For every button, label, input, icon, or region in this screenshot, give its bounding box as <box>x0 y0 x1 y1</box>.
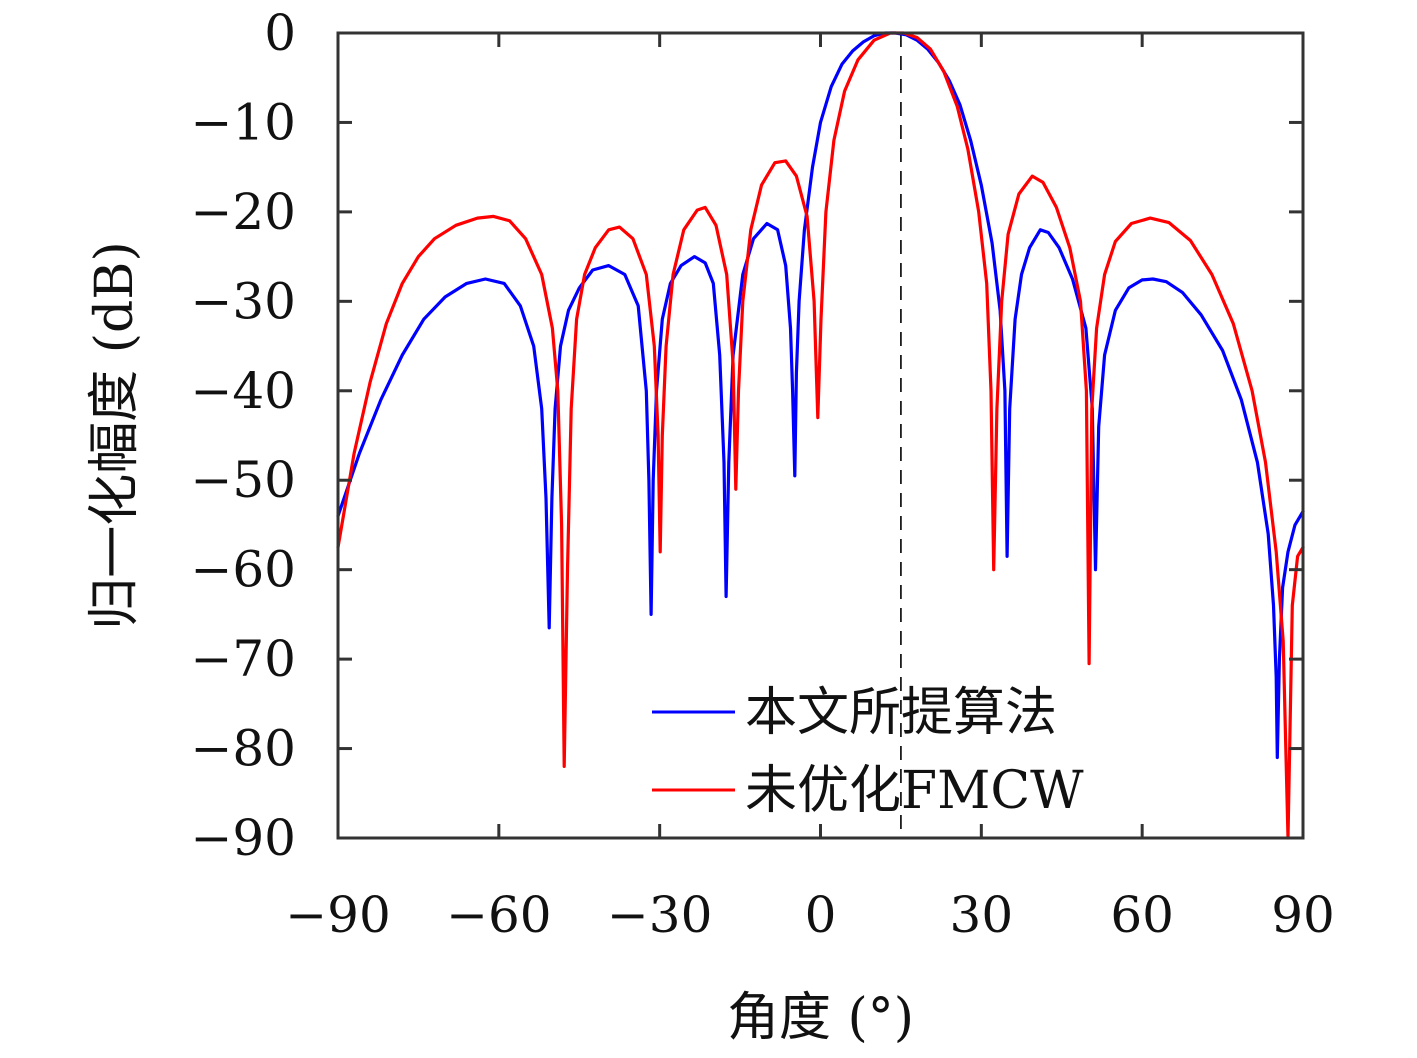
x-tick-label: 30 <box>950 886 1014 944</box>
legend-label-series-2: 未优化FMCW <box>745 761 1084 821</box>
x-tick-label: −30 <box>607 886 713 944</box>
y-tick-label: −10 <box>190 93 296 151</box>
legend-label-series-1: 本文所提算法 <box>745 683 1057 743</box>
y-axis-label: 归一化幅度 (dB) <box>85 241 145 630</box>
y-tick-label: −60 <box>190 541 296 599</box>
x-tick-label: −90 <box>285 886 391 944</box>
y-tick-labels: 0 −10 −20 −30 −40 −50 −60 −70 −80 −90 <box>190 4 296 867</box>
y-tick-label: −50 <box>190 451 296 509</box>
y-tick-label: −70 <box>190 630 296 688</box>
y-tick-label: 0 <box>264 4 296 62</box>
y-tick-label: −30 <box>190 272 296 330</box>
x-axis-label: 角度 (°) <box>727 988 914 1048</box>
x-tick-label: −60 <box>446 886 552 944</box>
x-tick-labels: −90 −60 −30 0 30 60 90 <box>285 886 1335 944</box>
series-layer <box>336 31 1305 840</box>
y-tick-label: −90 <box>190 809 296 867</box>
x-tick-label: 0 <box>805 886 837 944</box>
x-tick-label: 90 <box>1271 886 1335 944</box>
tick-layer <box>336 31 1305 840</box>
y-tick-label: −20 <box>190 183 296 241</box>
y-tick-label: −80 <box>190 720 296 778</box>
series-line-2 <box>336 31 1305 840</box>
series-line-1 <box>336 31 1305 760</box>
legend: 本文所提算法 未优化FMCW <box>652 683 1084 821</box>
x-tick-label: 60 <box>1110 886 1174 944</box>
y-tick-label: −40 <box>190 362 296 420</box>
